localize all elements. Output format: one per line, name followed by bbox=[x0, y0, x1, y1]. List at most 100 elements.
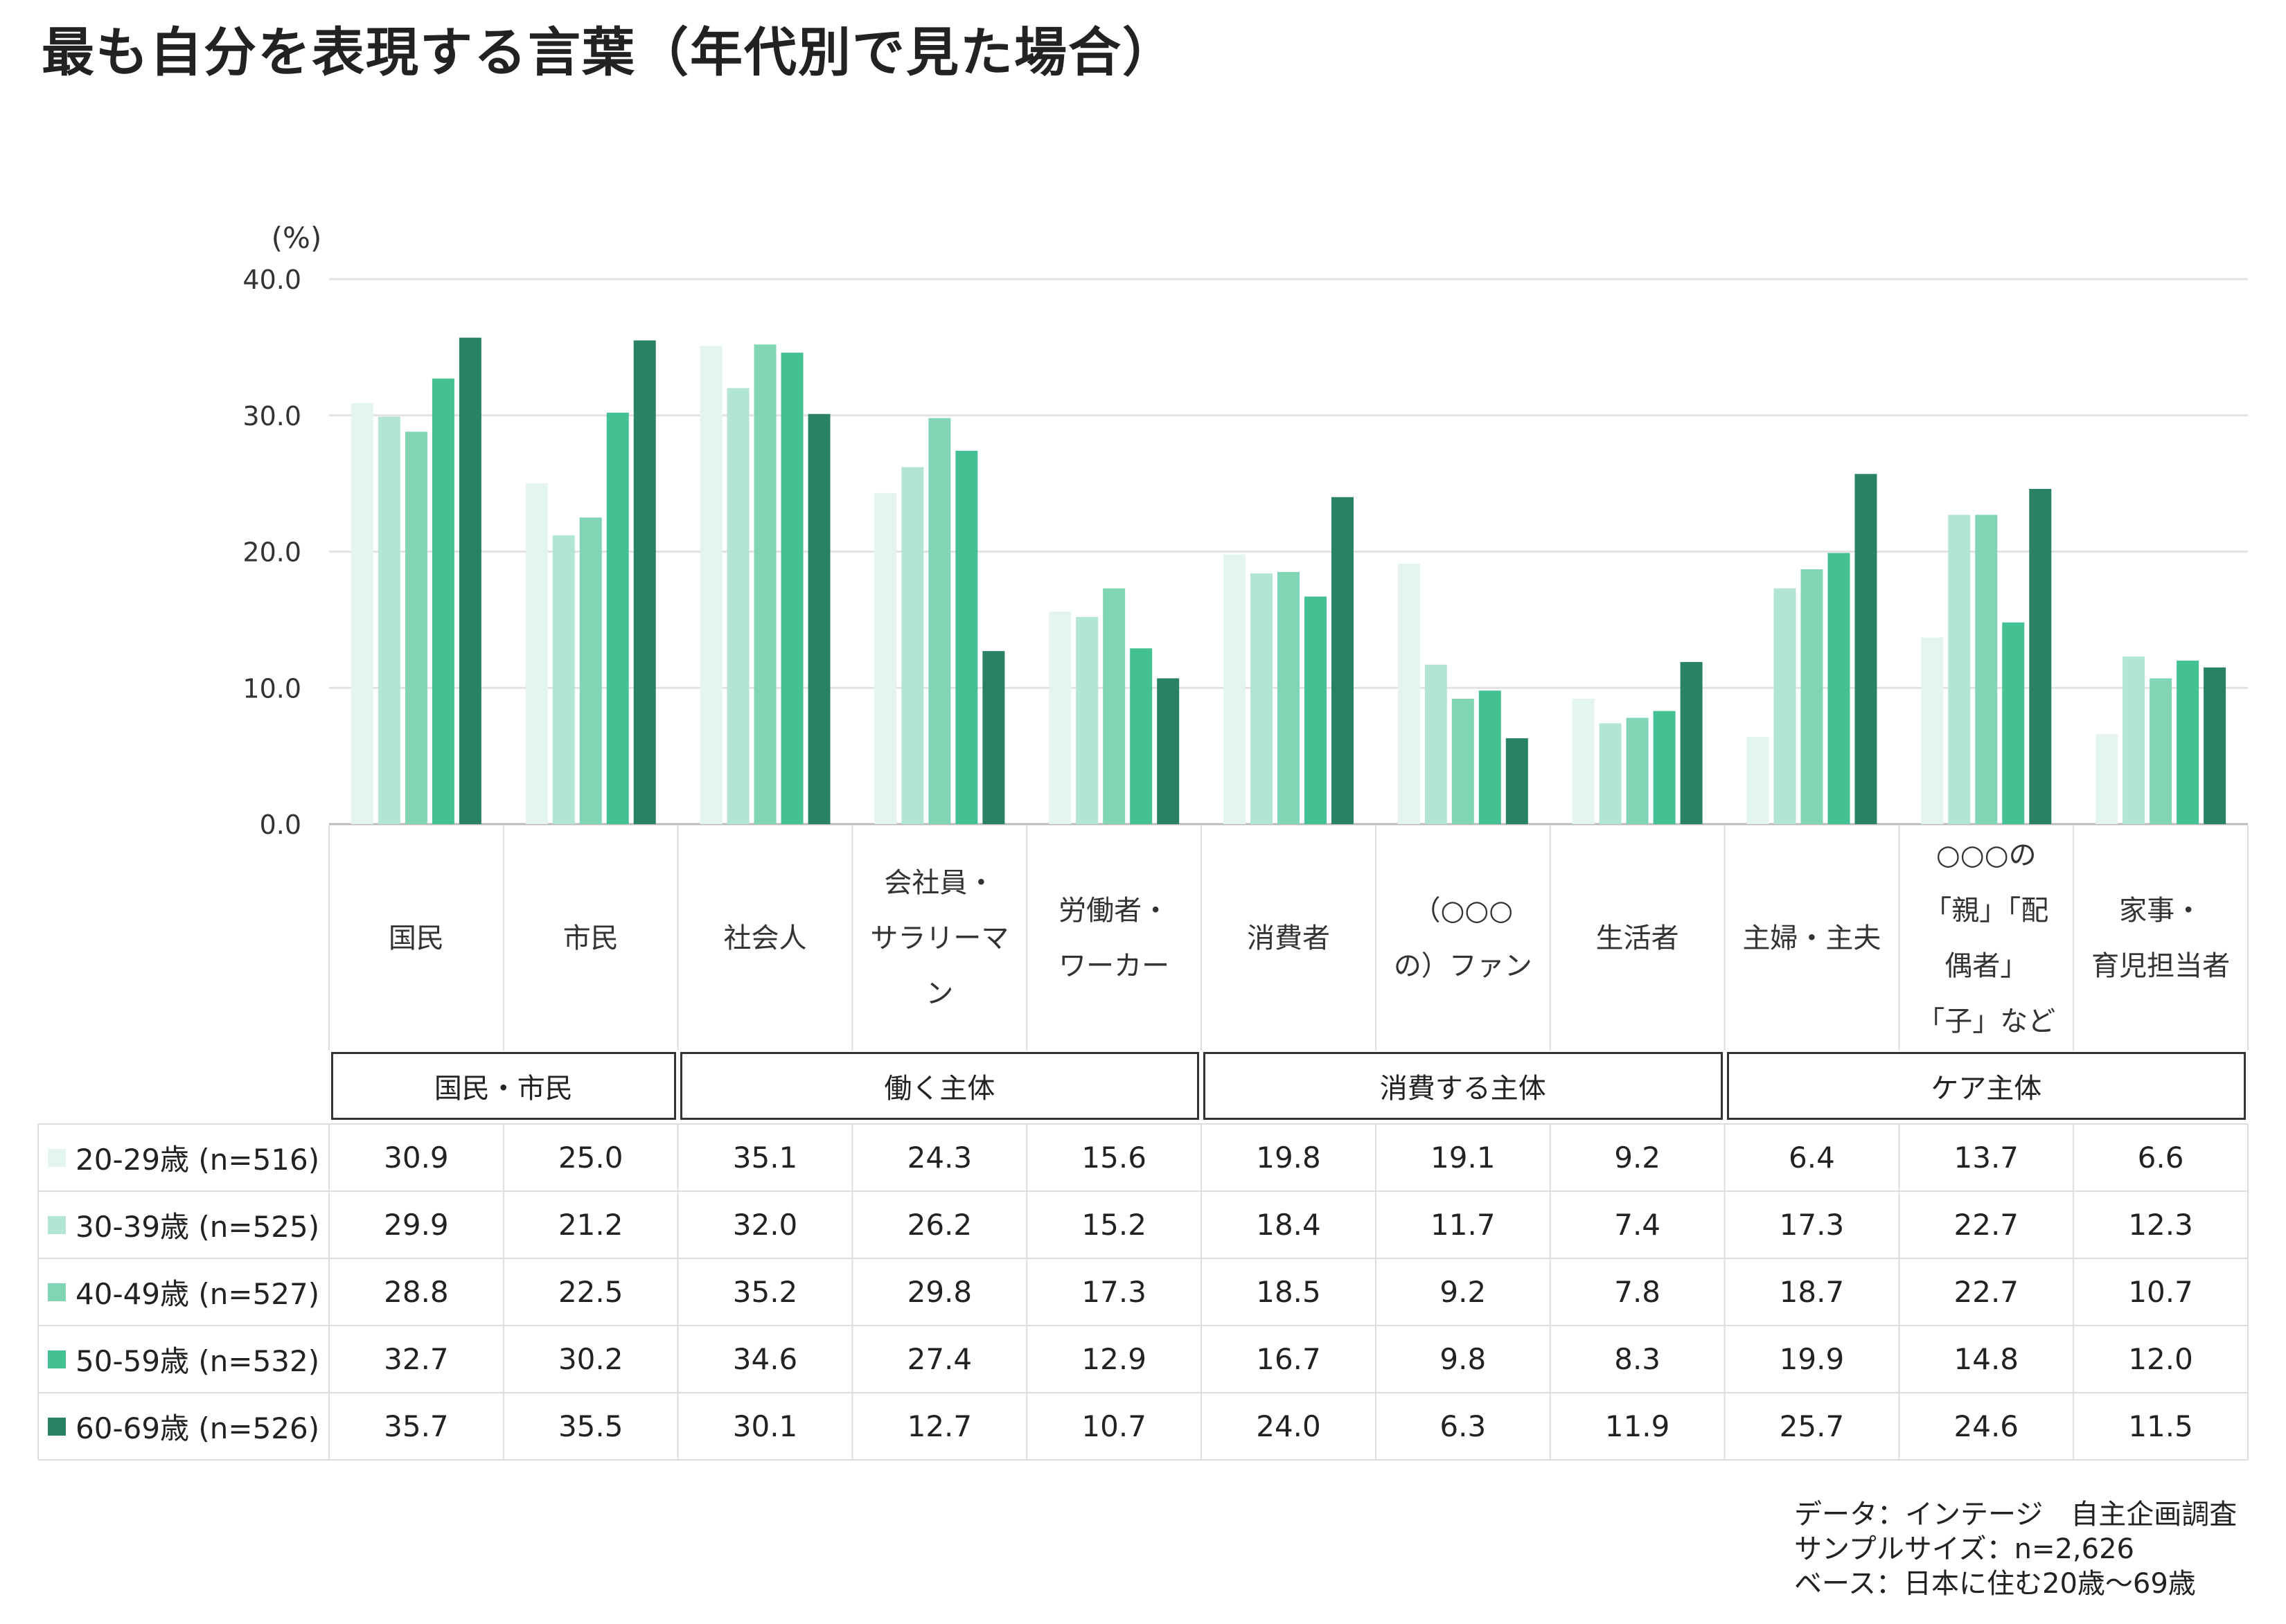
bar bbox=[1076, 616, 1099, 824]
table-row-header: 60-69歳 (n=526) bbox=[38, 1393, 329, 1460]
bar bbox=[1478, 690, 1501, 824]
bar bbox=[459, 337, 481, 824]
table-cell: 18.7 bbox=[1779, 1275, 1845, 1309]
y-tick-label: 0.0 bbox=[260, 810, 301, 840]
category-label: 消費者 bbox=[1246, 922, 1330, 954]
table-cell: 24.6 bbox=[1953, 1409, 2019, 1443]
y-axis-unit: (%) bbox=[272, 221, 322, 255]
table-cell: 6.4 bbox=[1789, 1141, 1835, 1175]
table-cell: 19.8 bbox=[1256, 1141, 1321, 1175]
bar bbox=[378, 416, 400, 824]
bar bbox=[1773, 588, 1796, 824]
table-cell: 12.3 bbox=[2128, 1208, 2193, 1242]
table-cell: 11.5 bbox=[2128, 1409, 2193, 1443]
bar bbox=[1397, 564, 1420, 824]
y-axis: (%) 40.0 30.0 20.0 10.0 0.0 bbox=[242, 221, 321, 840]
table-cell: 15.2 bbox=[1081, 1208, 1146, 1242]
bar bbox=[982, 651, 1005, 824]
category-group-box: 国民・市民 bbox=[331, 1052, 676, 1120]
bar bbox=[579, 517, 602, 824]
bar bbox=[1626, 717, 1649, 824]
table-cell: 25.0 bbox=[558, 1141, 623, 1175]
bar bbox=[1800, 569, 1823, 824]
table-cell: 35.1 bbox=[732, 1141, 798, 1175]
bar bbox=[1049, 612, 1072, 824]
legend-swatch bbox=[48, 1350, 66, 1368]
bar bbox=[2150, 678, 2172, 824]
table-cell: 16.7 bbox=[1256, 1342, 1321, 1376]
bar bbox=[1250, 573, 1273, 824]
table-cell: 22.5 bbox=[558, 1275, 623, 1309]
table-cell: 22.7 bbox=[1953, 1208, 2019, 1242]
table-cell: 21.2 bbox=[558, 1208, 623, 1242]
table-cell: 30.2 bbox=[558, 1342, 623, 1376]
table-cell: 12.9 bbox=[1081, 1342, 1146, 1376]
table-row-header: 50-59歳 (n=532) bbox=[38, 1326, 329, 1393]
source-sample-line: サンプルサイズ：n=2,626 bbox=[1794, 1533, 2134, 1565]
bar bbox=[1505, 738, 1528, 824]
table-cell: 14.8 bbox=[1953, 1342, 2019, 1376]
table-cell: 8.3 bbox=[1614, 1342, 1661, 1376]
table-cell: 7.8 bbox=[1614, 1275, 1661, 1309]
page-title: 最も自分を表現する言葉（年代別で見た場合） bbox=[42, 21, 1176, 83]
table-cell: 25.7 bbox=[1779, 1409, 1845, 1443]
series-label: 40-49歳 (n=527) bbox=[76, 1277, 320, 1311]
bar bbox=[1975, 515, 1998, 824]
table-cell: 18.5 bbox=[1256, 1275, 1321, 1309]
bar bbox=[874, 492, 897, 824]
table-cell: 12.0 bbox=[2128, 1342, 2193, 1376]
category-label: 主婦・主夫 bbox=[1742, 922, 1881, 954]
table-cell: 22.7 bbox=[1953, 1275, 2019, 1309]
series-label: 20-29歳 (n=516) bbox=[76, 1143, 320, 1177]
legend-swatch bbox=[48, 1283, 66, 1301]
table-cell: 10.7 bbox=[2128, 1275, 2193, 1309]
table-cell: 9.8 bbox=[1439, 1342, 1487, 1376]
table-cell: 12.7 bbox=[907, 1409, 973, 1443]
table-cell: 26.2 bbox=[907, 1208, 973, 1242]
table-row-header: 30-39歳 (n=525) bbox=[38, 1191, 329, 1258]
y-tick-label: 40.0 bbox=[242, 265, 301, 295]
category-label: 市民 bbox=[562, 922, 619, 954]
table-cell: 35.7 bbox=[384, 1409, 449, 1443]
bar bbox=[1827, 553, 1850, 824]
bar bbox=[901, 467, 924, 824]
series-label: 60-69歳 (n=526) bbox=[76, 1411, 320, 1445]
bar bbox=[1653, 711, 1676, 824]
table-cell: 24.3 bbox=[907, 1141, 973, 1175]
table-cell: 34.6 bbox=[732, 1342, 798, 1376]
table-cell: 28.8 bbox=[384, 1275, 449, 1309]
bar bbox=[727, 388, 750, 824]
source-data-line: データ：インテージ 自主企画調査 bbox=[1794, 1499, 2238, 1531]
table-cell: 11.9 bbox=[1604, 1409, 1670, 1443]
bar bbox=[1223, 554, 1246, 824]
table-cell: 19.1 bbox=[1430, 1141, 1496, 1175]
y-tick-label: 20.0 bbox=[242, 537, 301, 568]
category-label: （○○○ の）ファン bbox=[1393, 894, 1532, 982]
bar bbox=[2002, 622, 2025, 824]
bar bbox=[2123, 656, 2145, 824]
bar bbox=[700, 346, 723, 825]
table-cell: 15.6 bbox=[1081, 1141, 1146, 1175]
legend-swatch bbox=[48, 1215, 66, 1234]
bar bbox=[432, 378, 454, 824]
table-cell: 35.2 bbox=[732, 1275, 798, 1309]
table-cell: 32.7 bbox=[384, 1342, 449, 1376]
bar bbox=[1451, 698, 1474, 824]
bar bbox=[1572, 698, 1595, 824]
table-cell: 19.9 bbox=[1779, 1342, 1845, 1376]
table-cell: 32.0 bbox=[732, 1208, 798, 1242]
category-group-box: ケア主体 bbox=[1726, 1052, 2246, 1120]
table-cell: 13.7 bbox=[1953, 1141, 2019, 1175]
bar bbox=[1277, 572, 1300, 824]
table-cell: 29.8 bbox=[907, 1275, 973, 1309]
table-cell: 7.4 bbox=[1614, 1208, 1661, 1242]
bar bbox=[2029, 488, 2052, 824]
bar bbox=[1157, 678, 1180, 824]
table-cell: 29.9 bbox=[384, 1208, 449, 1242]
legend-swatch bbox=[48, 1417, 66, 1436]
bar bbox=[1921, 637, 1944, 824]
bar bbox=[1746, 737, 1769, 824]
bar bbox=[1854, 474, 1877, 824]
y-tick-label: 30.0 bbox=[242, 401, 301, 431]
